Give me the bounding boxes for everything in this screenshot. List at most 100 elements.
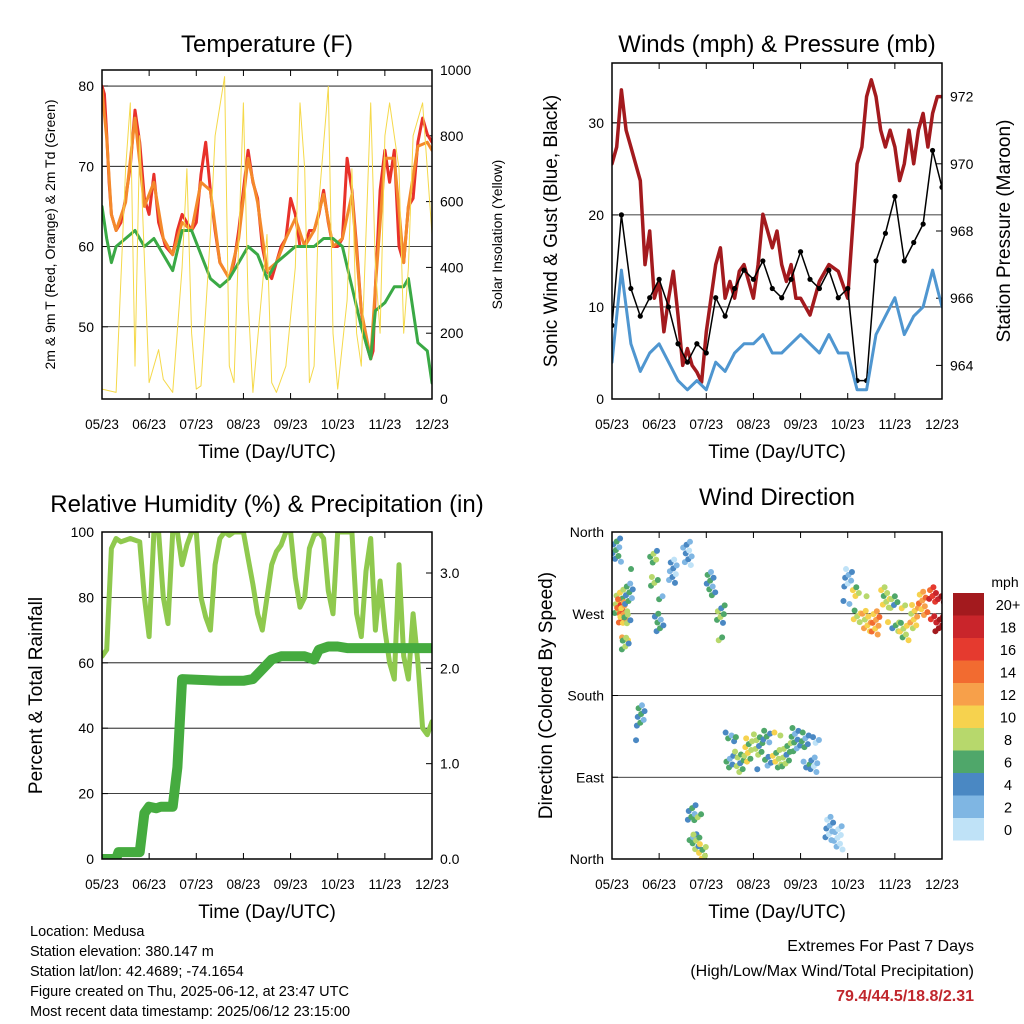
direction-point (628, 566, 635, 573)
x-tick-label: 06/23 (132, 417, 166, 432)
x-tick-label: 06/23 (642, 417, 676, 432)
x-tick-label: 05/23 (595, 417, 629, 432)
x-tick-label: 08/23 (227, 417, 261, 432)
y-tick-label: 40 (78, 720, 94, 736)
direction-point (855, 590, 862, 597)
x-tick-label: 11/23 (368, 877, 401, 892)
series-line (102, 88, 432, 361)
legend-swatch (953, 638, 984, 661)
direction-point (804, 741, 811, 748)
y-right-tick-label: 972 (950, 89, 974, 105)
direction-point (712, 589, 719, 596)
y-tick-label: North (570, 524, 604, 540)
legend-label: 0 (1004, 823, 1012, 839)
series-line (102, 76, 432, 393)
plot-frame (101, 531, 433, 860)
direction-point (701, 852, 708, 859)
y-tick-label: 60 (78, 239, 94, 255)
y-axis-label: Percent & Total Rainfall (26, 597, 47, 794)
direction-point (640, 716, 647, 723)
direction-point (625, 640, 632, 647)
direction-point (848, 568, 855, 575)
x-tick-label: 09/23 (784, 417, 818, 432)
direction-point (672, 571, 679, 578)
direction-point (920, 588, 927, 595)
y-tick-label: West (572, 606, 604, 622)
direction-point (761, 727, 768, 734)
direction-point (789, 725, 796, 732)
direction-point (696, 834, 703, 841)
direction-point (660, 622, 667, 629)
direction-point (696, 841, 703, 848)
plot-area (612, 535, 942, 867)
direction-point (863, 593, 870, 600)
series-line (612, 149, 942, 382)
y-tick-label: 0 (596, 391, 604, 407)
x-tick-label: 12/23 (415, 417, 449, 432)
direction-point (838, 823, 845, 830)
direction-point (905, 637, 912, 644)
direction-point (876, 614, 883, 621)
direction-point (846, 600, 853, 607)
x-tick-label: 11/23 (878, 877, 911, 892)
direction-point (921, 603, 928, 610)
direction-point (648, 574, 655, 581)
direction-point (862, 607, 869, 614)
direction-point (840, 598, 847, 605)
figure-created: Figure created on Thu, 2025-06-12, at 23… (30, 984, 349, 1000)
latest-data-timestamp: Most recent data timestamp: 2025/06/12 2… (30, 1004, 351, 1020)
x-tick-label: 06/23 (642, 877, 676, 892)
direction-point (799, 729, 806, 736)
direction-point (932, 590, 939, 597)
y-right-tick-label: 600 (440, 194, 464, 210)
y-tick-label: 50 (78, 319, 94, 335)
y-axis-label: Direction (Colored By Speed) (536, 572, 557, 819)
direction-point (701, 861, 707, 867)
x-tick-label: 10/23 (321, 877, 355, 892)
y-tick-label: 30 (588, 115, 604, 131)
y-right-tick-label: 400 (440, 259, 464, 275)
legend-label: 14 (1000, 666, 1016, 682)
direction-point (687, 562, 694, 569)
chart-title: Wind Direction (699, 484, 855, 511)
direction-point (897, 619, 904, 626)
y-tick-label: 80 (78, 78, 94, 94)
y-right-tick-label: 970 (950, 156, 974, 172)
legend-label: 12 (1000, 688, 1016, 704)
legend-label: 18 (1000, 621, 1016, 637)
legend-swatch (953, 750, 984, 773)
x-tick-label: 11/23 (368, 417, 401, 432)
direction-point (624, 611, 631, 618)
direction-point (720, 611, 727, 618)
direction-point (931, 613, 938, 620)
direction-point (747, 755, 754, 762)
direction-point (616, 544, 623, 551)
direction-point (785, 757, 792, 764)
direction-point (771, 729, 778, 736)
x-tick-label: 12/23 (925, 877, 959, 892)
extremes-values: 79.4/44.5/18.8/2.31 (836, 988, 974, 1005)
direction-point (891, 593, 898, 600)
legend-swatch (953, 705, 984, 728)
plot-frame (611, 62, 943, 400)
chart-title: Temperature (F) (181, 31, 353, 58)
x-axis-label: Time (Day/UTC) (708, 442, 846, 463)
x-tick-label: 05/23 (85, 417, 119, 432)
x-tick-label: 07/23 (689, 417, 723, 432)
series-line (102, 532, 432, 738)
direction-point (739, 766, 746, 773)
legend-label: 20+ (996, 598, 1021, 614)
legend-label: 6 (1004, 756, 1012, 772)
direction-point (810, 734, 817, 741)
x-axis-label: Time (Day/UTC) (198, 902, 336, 923)
direction-point (754, 766, 761, 773)
direction-point (719, 619, 726, 626)
legend-title: mph (991, 574, 1018, 590)
x-tick-label: 06/23 (132, 877, 166, 892)
direction-point (894, 599, 901, 606)
y-axis-label: 2m & 9m T (Red, Orange) & 2m Td (Green) (42, 100, 58, 370)
direction-point (884, 590, 891, 597)
direction-point (698, 811, 705, 818)
direction-point (692, 802, 699, 809)
